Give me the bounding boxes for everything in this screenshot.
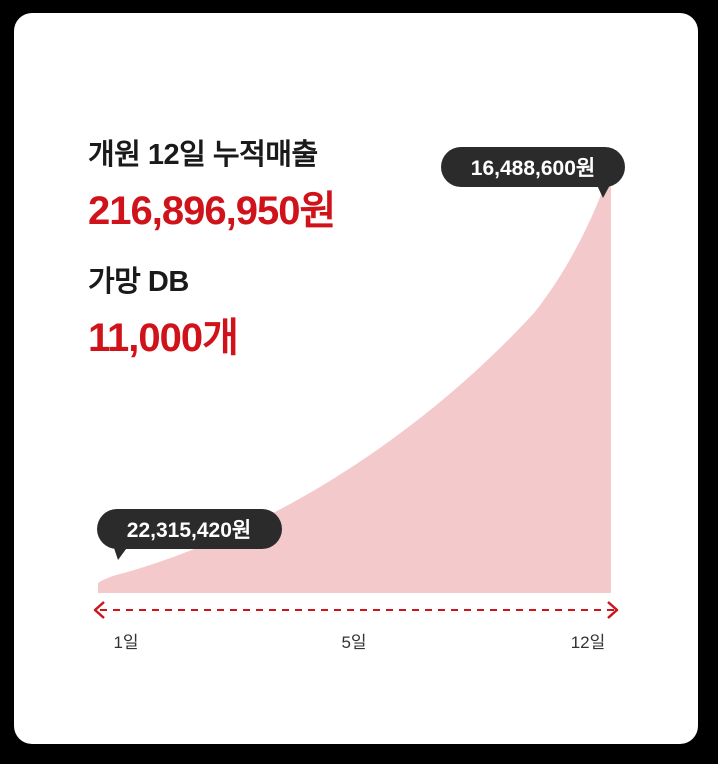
x-tick-label: 5일: [341, 633, 366, 652]
axis-right-arrow-icon: [607, 601, 619, 619]
revenue-label: 개원 12일 누적매출: [88, 139, 318, 171]
x-tick-label: 12일: [571, 633, 606, 652]
db-label: 가망 DB: [88, 266, 189, 298]
growth-chart: 1일 5일 12일 22,315,420원 16,488,600원: [93, 147, 625, 652]
start-value-label: 22,315,420원: [127, 519, 251, 542]
end-value-bubble: 16,488,600원: [441, 147, 625, 198]
growth-area: [98, 173, 611, 593]
stats-card: 개원 12일 누적매출 216,896,950원 가망 DB 11,000개 1…: [14, 13, 698, 744]
start-value-bubble: 22,315,420원: [97, 509, 282, 560]
x-tick-label: 1일: [113, 633, 138, 652]
revenue-value: 216,896,950원: [88, 189, 336, 233]
axis-left-arrow-icon: [93, 601, 105, 619]
db-value: 11,000개: [88, 316, 239, 360]
end-value-label: 16,488,600원: [471, 157, 595, 180]
